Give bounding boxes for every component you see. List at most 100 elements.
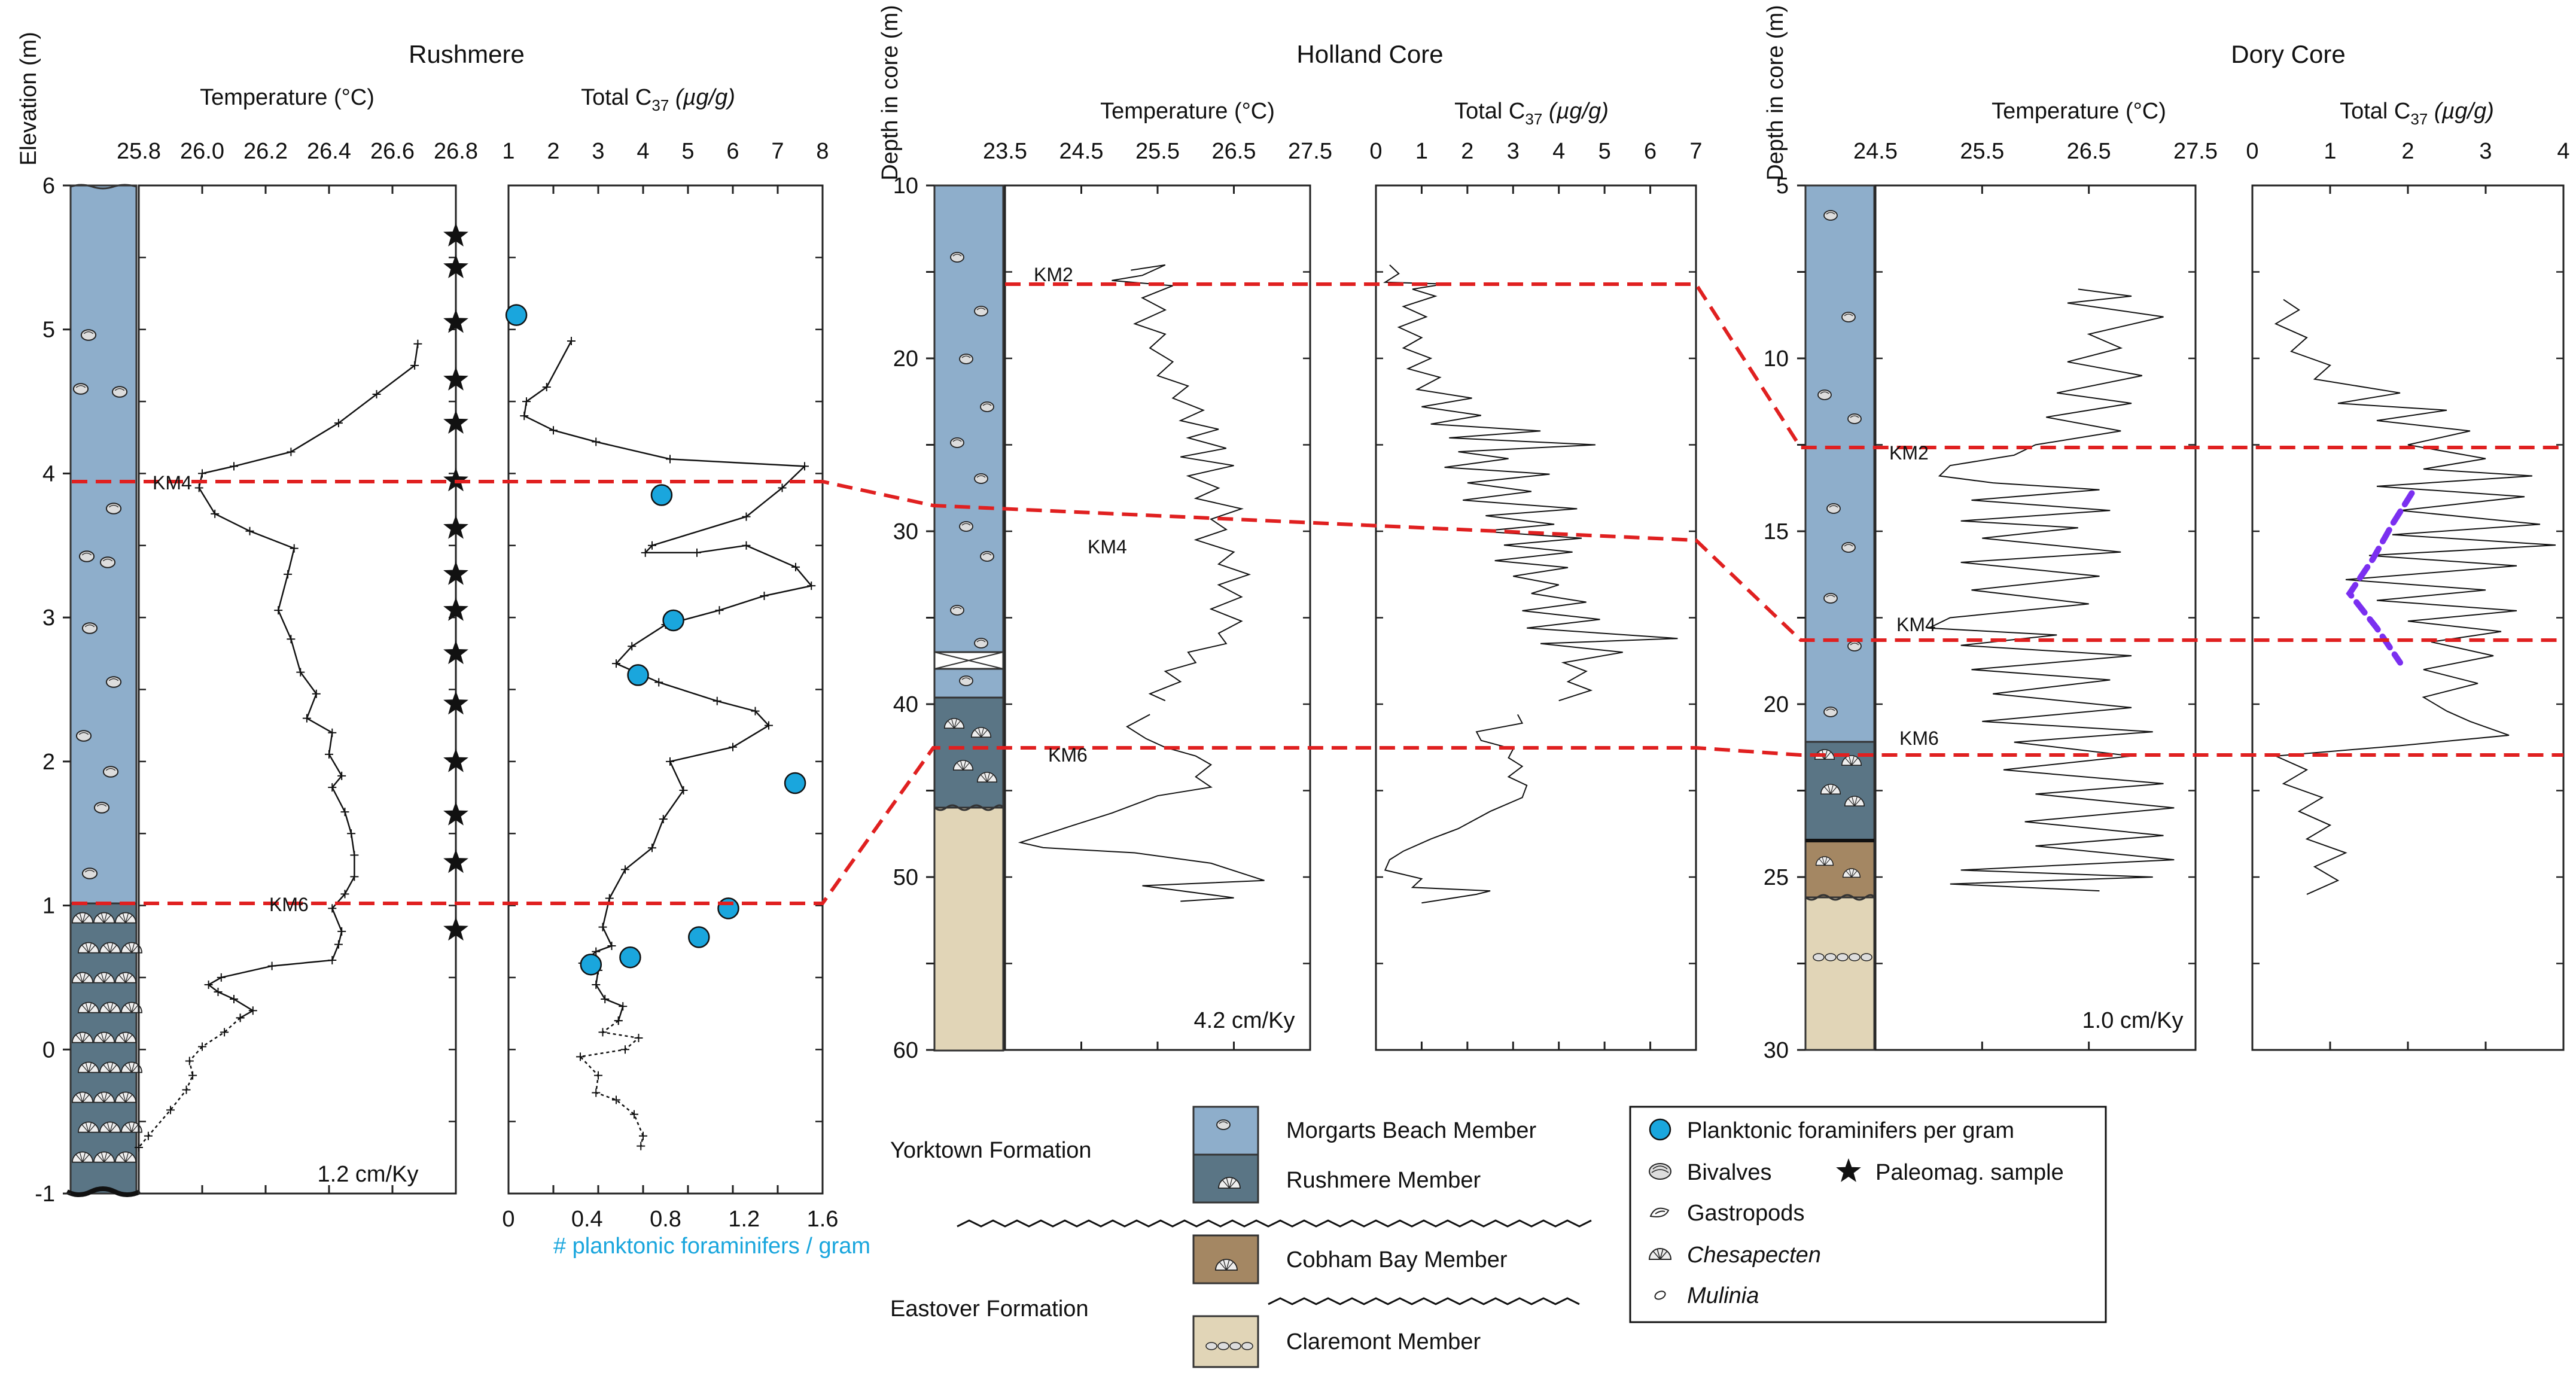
- paleomag-star: [443, 801, 468, 826]
- rushmere-c37-point: [614, 1016, 623, 1025]
- rushmere-temp-point: [328, 783, 337, 792]
- dory-c37-x-tick-label: 2: [2401, 139, 2414, 164]
- rushmere-c37-x-tick-label: 1: [502, 139, 514, 164]
- chesapecten-icon: [72, 1031, 93, 1043]
- morgarts-label: Morgarts Beach Member: [1286, 1118, 1536, 1143]
- bivalve-icon: [974, 306, 988, 316]
- elevation-axis-label: Elevation (m): [16, 32, 41, 166]
- km2-correlation: [1005, 282, 2563, 449]
- rushmere-temp-point: [340, 890, 349, 899]
- chesapecten-icon: [1820, 784, 1841, 795]
- rushmere-temp-point: [328, 956, 337, 965]
- formation-legend: Yorktown Formation Eastover Formation Mo…: [890, 1106, 1592, 1368]
- rushmere-c37-point: [619, 1002, 628, 1011]
- chesapecten-icon: [78, 1001, 99, 1013]
- rushmere-temp-point: [245, 526, 254, 535]
- foram-point: [505, 304, 528, 326]
- paleomag-star: [443, 690, 468, 715]
- rushmere-c37-point: [807, 582, 816, 590]
- foram-tick-label: 1.2: [728, 1207, 760, 1232]
- dory-rate: 1.0 cm/Ky: [2082, 1008, 2184, 1033]
- bivalve-icon: [93, 802, 110, 814]
- rushmere-c37-line: [523, 340, 813, 1021]
- holland-c37-line: [1383, 264, 1678, 702]
- rushmere-c37-point: [791, 562, 800, 571]
- forams-legend-label: Planktonic foraminifers per gram: [1687, 1118, 2014, 1143]
- bivalve-icon: [78, 550, 95, 562]
- bivalve-icon: [111, 386, 128, 398]
- bivalve-icon: [959, 675, 973, 686]
- mulinia-icon: [1205, 1342, 1217, 1350]
- holland-depth-tick-label: 40: [893, 692, 918, 717]
- chesapecten-icon: [72, 912, 93, 924]
- dory-depth-axis-label: Depth in core (m): [1763, 5, 1788, 181]
- chesapecten-icon: [1844, 796, 1865, 807]
- paleomag-legend-label: Paleomag. sample: [1875, 1160, 2064, 1185]
- rushmere-c37-point: [715, 606, 724, 615]
- rushmere-c37-point: [592, 980, 601, 989]
- rushmere-c37-point: [522, 397, 531, 406]
- dory-depth-tick-label: 10: [1764, 346, 1789, 372]
- dory-lithology: [1804, 184, 1875, 1051]
- rushmere-c37-point: [628, 642, 637, 651]
- rushmere-c37-point: [621, 865, 629, 874]
- holland-temp-x-tick-label: 25.5: [1135, 139, 1180, 164]
- holland-c37-x-tick-label: 6: [1644, 139, 1657, 164]
- rushmere-c37-point: [729, 742, 737, 751]
- chesapecten-legend-label: Chesapecten: [1687, 1243, 1821, 1268]
- rushmere-temp-point: [347, 829, 356, 838]
- rushmere-temp-point: [337, 927, 346, 936]
- rushmere-temp-point: [166, 1106, 175, 1115]
- rushmere-temp-point: [248, 1006, 257, 1015]
- rushmere-temp-point: [334, 419, 343, 428]
- rushmere-temp-point: [410, 361, 419, 370]
- rushmere-elev-tick-label: 6: [42, 173, 55, 199]
- rushmere-member-label: Rushmere Member: [1286, 1168, 1481, 1193]
- rushmere-c37-point: [592, 437, 601, 446]
- foram-tick-label: 0: [502, 1207, 514, 1232]
- rushmere-temp-point: [214, 988, 223, 996]
- rushmere-temp-point: [334, 940, 343, 949]
- foram-point: [580, 954, 602, 976]
- chesapecten-icon: [943, 718, 965, 729]
- rushmere-c37-point: [542, 383, 551, 391]
- rushmere-c37-point: [630, 1110, 638, 1119]
- rushmere-temp-point: [290, 544, 299, 553]
- bivalve-icon: [1817, 389, 1832, 400]
- rushmere-c37-point: [751, 707, 760, 716]
- rushmere-temp-point: [274, 606, 283, 615]
- rushmere-temp-point: [198, 469, 206, 478]
- bivalve-legend-label: Bivalves: [1687, 1160, 1772, 1185]
- dory-temp-x-tick-label: 27.5: [2173, 139, 2218, 164]
- bivalve-icon: [75, 730, 92, 742]
- bivalve-icon: [80, 329, 97, 341]
- bivalve-icon: [950, 252, 964, 263]
- mulinia-icon: [1825, 953, 1837, 961]
- chesapecten-icon: [93, 912, 115, 924]
- rushmere-temp-x-tick-label: 26.8: [434, 139, 478, 164]
- foram-point: [650, 484, 673, 506]
- rushmere-temp-point: [194, 483, 203, 492]
- foram-point: [662, 609, 684, 632]
- rushmere-rate: 1.2 cm/Ky: [318, 1162, 419, 1187]
- forams-legend-icon: [1649, 1118, 1671, 1141]
- holland-c37-x-tick-label: 2: [1461, 139, 1473, 164]
- holland-c37-x-tick-label: 4: [1552, 139, 1565, 164]
- star-legend-icon: [1836, 1158, 1861, 1182]
- foram-point: [619, 946, 641, 969]
- paleomag-star: [443, 367, 468, 391]
- holland-km4-label: KM4: [1088, 536, 1127, 558]
- holland-c37-x-tick-label: 3: [1507, 139, 1520, 164]
- bivalve-icon: [1847, 413, 1862, 424]
- holland-temp-x-tick-label: 24.5: [1059, 139, 1104, 164]
- rushmere-c37-x-tick-label: 5: [681, 139, 694, 164]
- rushmere-elev-tick-label: 2: [42, 750, 55, 775]
- dory-c37-frame: [2251, 184, 2565, 1051]
- rushmere-elev-tick-label: 4: [42, 461, 55, 486]
- foram-point: [717, 897, 739, 920]
- rushmere-temp-point: [312, 689, 321, 698]
- chesapecten-icon: [93, 972, 115, 984]
- dory-depth-tick-label: 25: [1764, 865, 1789, 890]
- rushmere-c37-point: [654, 678, 663, 687]
